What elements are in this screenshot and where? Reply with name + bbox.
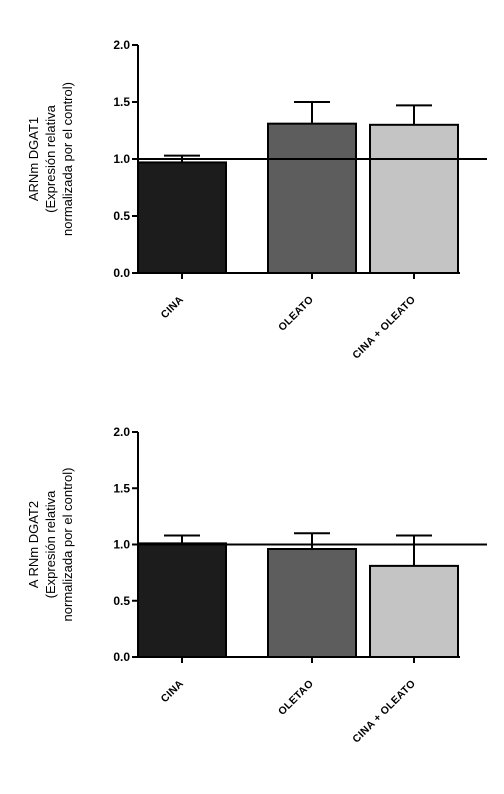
category-label: CINA [159, 678, 187, 706]
y-tick-label: 0.0 [113, 266, 130, 280]
chart-1: 0.0 0.5 1.0 1.5 2.0 CINA OLEATO CINA + OLEATO AR… [26, 38, 487, 361]
bar-2 [267, 122, 357, 274]
y-tick-label: 1.0 [113, 152, 130, 166]
bar-3 [369, 123, 459, 274]
y-axis-title-line-1: A RNm DGAT2 [26, 501, 41, 588]
y-tick-label: 1.5 [113, 481, 130, 495]
y-tick-label: 1.5 [113, 95, 130, 109]
bar-2 [267, 548, 357, 658]
y-tick-label: 2.0 [113, 38, 130, 52]
y-tick-label: 2.0 [113, 425, 130, 439]
y-axis-title-line-2: (Expresión relativa [43, 490, 58, 598]
category-label: CINA + OLEATO [350, 294, 418, 362]
bar-1 [137, 542, 227, 658]
y-tick-label: 0.5 [113, 209, 130, 223]
y-tick-label: 0.5 [113, 594, 130, 608]
category-label: OLEATO [276, 294, 316, 334]
y-tick-label: 1.0 [113, 538, 130, 552]
y-axis-title-line-1: ARNm DGAT1 [26, 117, 41, 201]
y-axis-title-line-3: normalizada por el control) [60, 82, 75, 236]
bar-3 [369, 564, 459, 658]
chart-2: 0.0 0.5 1.0 1.5 2.0 CINA OLETAO CINA + OLEATO A … [26, 425, 487, 745]
bar-1 [137, 161, 227, 274]
category-label: CINA + OLEATO [350, 678, 418, 746]
y-axis-title-line-2: (Expresión relativa [43, 104, 58, 212]
y-tick-label: 0.0 [113, 650, 130, 664]
category-label: OLETAO [276, 678, 316, 718]
y-axis-title-line-3: normalizada por el control) [60, 468, 75, 622]
category-label: CINA [159, 294, 187, 322]
